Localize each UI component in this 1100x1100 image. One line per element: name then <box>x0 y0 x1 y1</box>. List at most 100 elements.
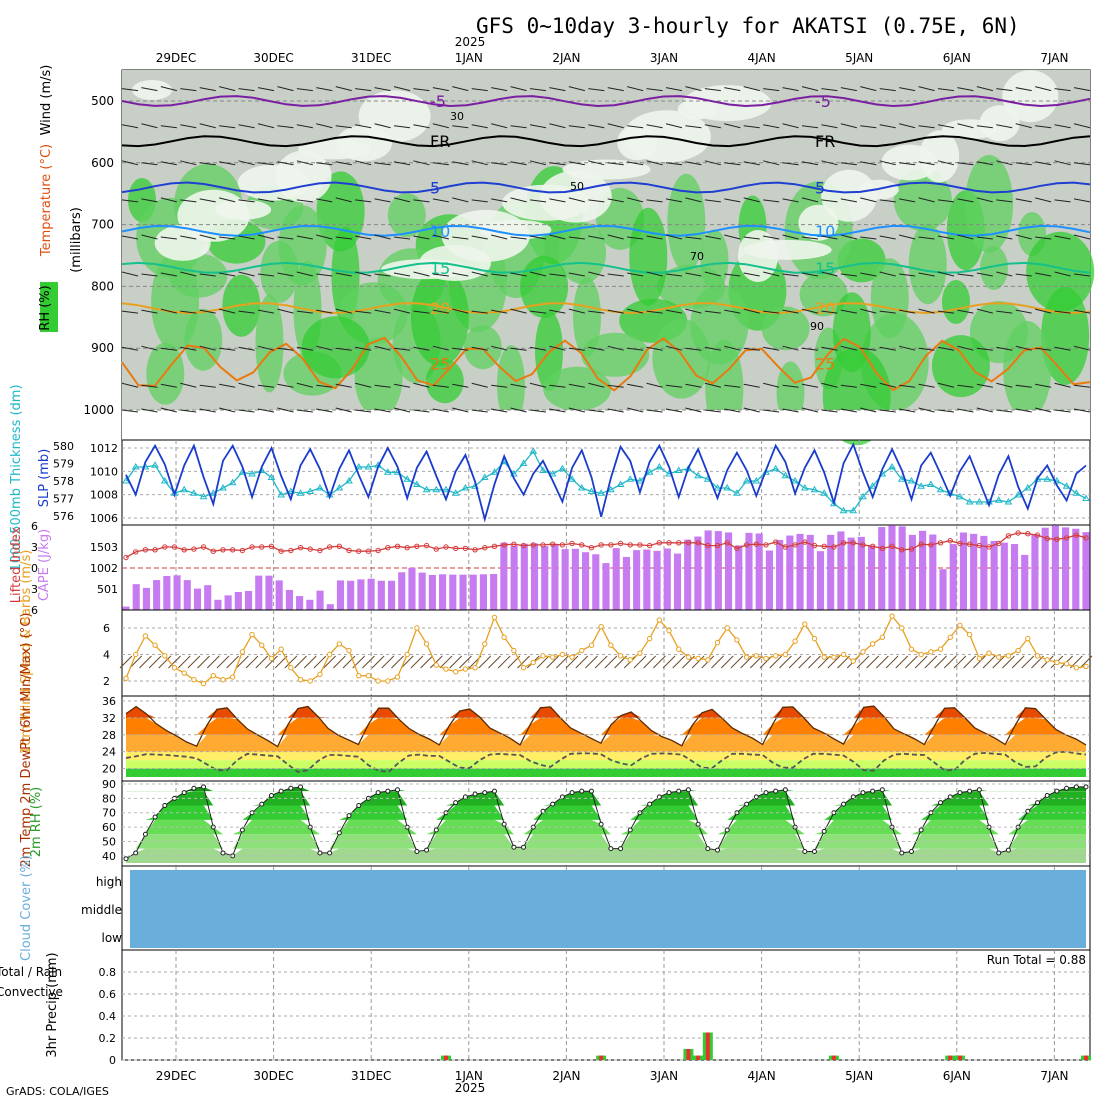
wind-barb <box>879 160 896 166</box>
wind-barb <box>646 88 663 92</box>
cape-bar <box>224 595 232 610</box>
cape-bar <box>612 548 620 610</box>
wind-barb <box>976 125 993 129</box>
li-marker <box>646 542 653 549</box>
wind-barb-10m <box>643 655 656 669</box>
cape-bar <box>490 573 498 610</box>
li-marker <box>976 542 983 549</box>
isotherm-line <box>121 181 1091 194</box>
wind-barb <box>976 86 993 92</box>
rh-moist-area <box>700 229 729 292</box>
wind-barb <box>432 87 449 92</box>
wind-barb <box>413 235 430 240</box>
wind-barb <box>899 87 916 92</box>
wind-barb <box>374 345 391 351</box>
thickness-marker <box>568 475 576 482</box>
wind-barb <box>355 346 372 351</box>
wind-barb <box>491 198 508 203</box>
wind-marker <box>443 666 449 672</box>
cape-bar <box>1000 542 1008 610</box>
wind-barb <box>335 125 352 129</box>
li-marker <box>404 545 410 551</box>
li-marker <box>753 541 760 547</box>
cloud-row-label: high <box>96 875 122 889</box>
wind-barb <box>180 235 197 240</box>
wind-barb <box>937 88 955 92</box>
wind-barb-10m <box>449 655 463 669</box>
li-marker <box>1063 535 1070 541</box>
wind-barb <box>374 87 391 92</box>
wind-barb-10m <box>332 655 346 669</box>
thickness-marker <box>539 466 547 473</box>
wind-barb <box>1035 161 1052 166</box>
wind-barb <box>277 383 294 388</box>
rh-marker <box>278 788 284 794</box>
wind-barb <box>277 197 294 203</box>
wind-barb <box>899 234 916 240</box>
rh-moist-area <box>184 308 223 371</box>
wind-barb <box>296 199 313 203</box>
cape-bar <box>561 549 569 610</box>
isotherm-label: 10 <box>430 222 450 241</box>
wind-barb <box>724 408 741 413</box>
thickness-marker <box>684 464 693 472</box>
cape-bar <box>551 544 559 610</box>
wind-barb <box>549 162 566 166</box>
wind-barb <box>957 234 974 240</box>
wind-barb <box>899 198 916 203</box>
thickness-tick: 578 <box>53 475 74 488</box>
wind-barb <box>491 408 508 413</box>
li-marker <box>782 544 789 550</box>
wind-barb <box>821 409 838 413</box>
thickness-marker <box>587 487 596 494</box>
li-tick: 3 <box>31 583 38 596</box>
wind-barb <box>704 160 721 166</box>
wind-barb-10m <box>740 655 753 669</box>
cape-bar <box>479 574 488 610</box>
wind-barb <box>393 272 411 277</box>
thickness-marker <box>403 475 412 482</box>
wind-marker <box>889 613 895 619</box>
rh-marker <box>433 827 439 833</box>
wind-marker <box>394 674 401 680</box>
wind-marker <box>821 654 827 660</box>
cape-bar <box>837 531 845 610</box>
wind-barb <box>549 345 566 351</box>
wind-barb <box>316 162 333 166</box>
wind-barb <box>335 161 352 166</box>
wind-barb <box>374 408 391 413</box>
cape-tick: 1002 <box>90 562 118 575</box>
li-marker <box>928 542 934 548</box>
thickness-marker <box>383 468 392 475</box>
wind-barb <box>257 123 275 129</box>
rh-marker <box>142 831 148 837</box>
wind-barb <box>1073 198 1091 203</box>
wind-barb <box>257 345 275 351</box>
li-marker <box>821 543 827 549</box>
wind-barb <box>724 345 741 351</box>
wind-barb <box>413 382 430 388</box>
li-marker <box>666 540 672 546</box>
wind-marker <box>996 654 1002 660</box>
wind-barb <box>724 198 741 203</box>
wind-barb <box>840 384 857 388</box>
wind-barb <box>529 124 547 129</box>
rh-marker <box>967 788 973 794</box>
li-tick: 6 <box>31 520 38 533</box>
rh-marker <box>424 847 430 853</box>
wind-barb <box>899 309 916 314</box>
wind-barb-10m <box>187 655 201 669</box>
wind-barb <box>257 273 275 277</box>
wind-barb <box>763 409 780 413</box>
wind-barb <box>316 273 333 277</box>
thickness-marker <box>219 484 227 491</box>
wind-barb <box>510 347 527 351</box>
slp-tick: 1010 <box>90 465 118 478</box>
li-marker <box>142 547 149 553</box>
wind-barb <box>588 199 605 203</box>
wind-barb <box>646 346 663 351</box>
wind-marker <box>685 654 692 660</box>
slp-tick: 1006 <box>90 512 118 525</box>
cape-bar <box>428 574 436 610</box>
